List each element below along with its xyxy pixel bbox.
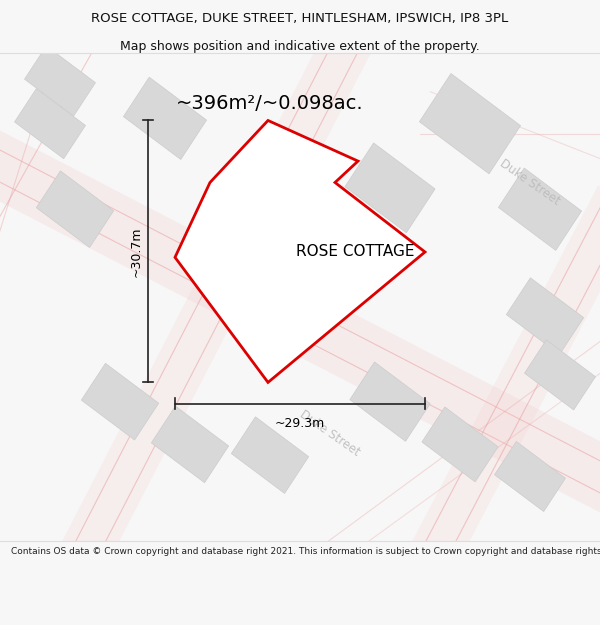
Polygon shape <box>37 171 113 248</box>
Text: ~29.3m: ~29.3m <box>275 417 325 429</box>
Polygon shape <box>124 77 206 159</box>
Polygon shape <box>350 362 430 441</box>
Polygon shape <box>419 74 521 174</box>
Polygon shape <box>524 340 595 410</box>
Polygon shape <box>232 417 308 493</box>
Polygon shape <box>151 406 229 482</box>
Text: ROSE COTTAGE: ROSE COTTAGE <box>296 244 414 259</box>
Polygon shape <box>82 363 158 440</box>
Text: Duke Street: Duke Street <box>298 408 362 459</box>
Polygon shape <box>0 127 600 516</box>
Polygon shape <box>58 25 372 575</box>
Polygon shape <box>345 143 435 232</box>
Polygon shape <box>408 186 600 575</box>
Polygon shape <box>14 89 85 159</box>
Text: Duke Street: Duke Street <box>497 157 563 208</box>
Polygon shape <box>25 46 95 116</box>
Polygon shape <box>506 278 584 354</box>
Polygon shape <box>494 441 565 511</box>
Polygon shape <box>175 121 425 382</box>
Text: Contains OS data © Crown copyright and database right 2021. This information is : Contains OS data © Crown copyright and d… <box>11 548 600 556</box>
Polygon shape <box>499 168 581 251</box>
Text: ~396m²/~0.098ac.: ~396m²/~0.098ac. <box>176 94 364 112</box>
Text: ~30.7m: ~30.7m <box>130 226 143 277</box>
Text: Map shows position and indicative extent of the property.: Map shows position and indicative extent… <box>120 40 480 53</box>
Text: ROSE COTTAGE, DUKE STREET, HINTLESHAM, IPSWICH, IP8 3PL: ROSE COTTAGE, DUKE STREET, HINTLESHAM, I… <box>91 12 509 24</box>
Polygon shape <box>422 407 498 482</box>
